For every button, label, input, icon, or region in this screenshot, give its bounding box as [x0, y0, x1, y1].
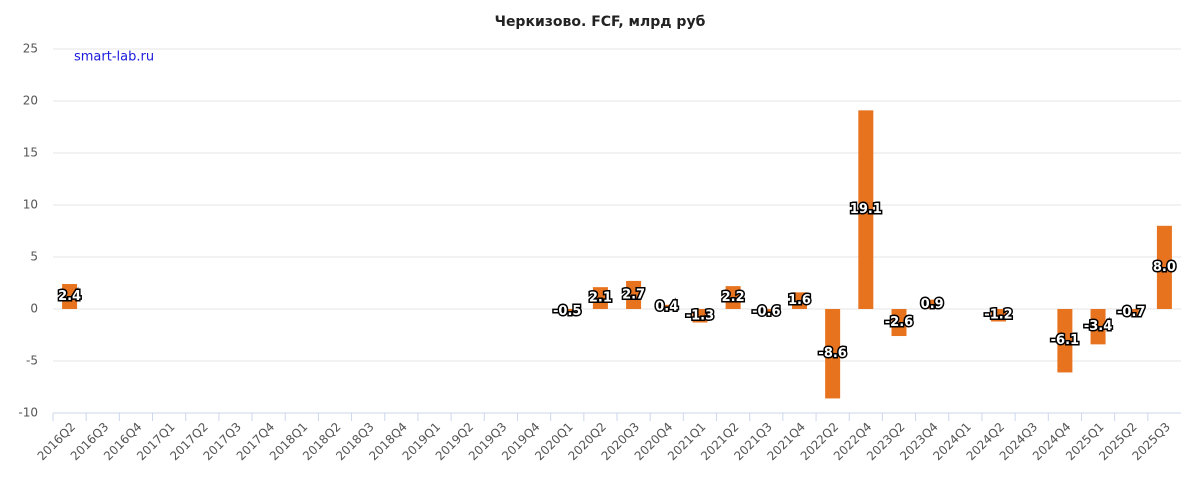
data-label: -6.1 [1051, 333, 1079, 348]
bar [924, 299, 940, 309]
bar [1090, 309, 1106, 345]
data-label: -0.7 [1117, 305, 1145, 320]
data-label: 1.6 [788, 293, 811, 308]
bar [592, 287, 608, 309]
bar [62, 284, 78, 309]
data-label: 2.1 [589, 291, 612, 306]
bar [626, 280, 642, 309]
data-label: 8.0 [1153, 260, 1176, 275]
y-tick-label: 5 [30, 250, 38, 264]
bar [858, 110, 874, 309]
bar [825, 309, 841, 399]
bar [725, 286, 741, 309]
bar [1123, 309, 1139, 317]
data-label: 19.1 [850, 202, 882, 217]
bar [991, 309, 1007, 322]
data-label: 2.2 [722, 290, 745, 305]
data-label: 0.4 [655, 299, 678, 314]
data-label: -1.2 [984, 308, 1012, 323]
data-label: 0.9 [921, 297, 944, 312]
y-tick-label: 0 [30, 302, 38, 316]
bar [891, 309, 907, 337]
data-label: -0.6 [752, 305, 780, 320]
data-label: -0.5 [553, 304, 581, 319]
data-label: -8.6 [818, 346, 846, 361]
data-label: -2.6 [885, 315, 913, 330]
bar [1057, 309, 1073, 373]
chart-title: Черкизово. FCF, млрд руб [495, 14, 706, 30]
y-tick-label: 15 [23, 146, 38, 160]
y-tick-label: -10 [18, 406, 38, 420]
y-tick-label: 20 [23, 94, 38, 108]
y-tick-label: -5 [26, 354, 38, 368]
annotation: smart-lab.ru [74, 50, 154, 65]
y-tick-label: 25 [23, 42, 38, 56]
y-tick-label: 10 [23, 198, 38, 212]
bar [559, 309, 575, 315]
bar [1156, 225, 1172, 309]
bar [758, 309, 774, 316]
data-label: 2.4 [58, 289, 81, 304]
data-label: -3.4 [1084, 319, 1112, 334]
bar [791, 292, 807, 309]
data-label: 2.7 [622, 287, 645, 302]
bar [692, 309, 708, 323]
bar [659, 304, 675, 309]
data-label: -1.3 [686, 308, 714, 323]
